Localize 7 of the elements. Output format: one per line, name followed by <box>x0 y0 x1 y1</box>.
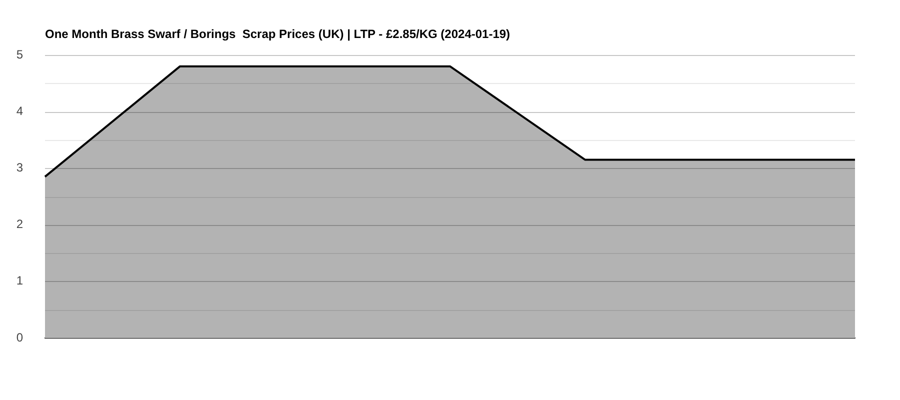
y-tick-label: 2 <box>16 217 24 232</box>
y-tick-label: 4 <box>16 104 24 118</box>
y-tick-label: 5 <box>16 47 24 62</box>
chart-title: One Month Brass Swarf / Borings Scrap Prices (UK) | LTP - £2.85/KG (2024-01-19) <box>45 27 510 41</box>
y-tick-label: 1 <box>16 274 24 288</box>
y-tick-label: 3 <box>16 160 24 175</box>
y-tick-label: 0 <box>16 330 24 344</box>
